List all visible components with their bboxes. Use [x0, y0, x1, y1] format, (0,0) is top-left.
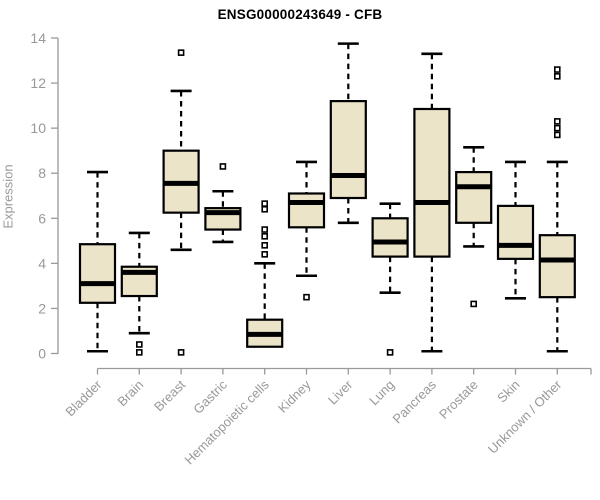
y-tick-label: 2: [38, 300, 46, 316]
outlier-point: [177, 349, 185, 356]
iqr-box: [287, 192, 326, 229]
outlier-point: [136, 341, 143, 348]
outlier-point: [386, 349, 394, 356]
outlier-point: [136, 349, 143, 356]
outlier-point: [553, 73, 561, 80]
iqr-box: [413, 107, 451, 258]
outlier-point: [219, 163, 227, 170]
box-4: [246, 200, 284, 348]
box-5: [287, 160, 326, 301]
iqr-box: [455, 170, 493, 224]
outlier-point: [261, 242, 269, 249]
outlier-point: [553, 118, 561, 125]
iqr-box: [538, 234, 576, 299]
outlier-point: [553, 124, 561, 132]
y-tick-label: 4: [38, 255, 46, 271]
x-category-label: Skin: [494, 377, 522, 405]
x-category-label: Lung: [366, 377, 397, 408]
outlier-point: [553, 66, 561, 73]
x-category-label: Brain: [114, 377, 146, 409]
outlier-point: [261, 200, 269, 207]
iqr-box: [496, 204, 535, 260]
y-tick-label: 12: [30, 75, 46, 91]
outlier-point: [470, 300, 478, 308]
outlier-point: [553, 131, 561, 139]
box-9: [455, 145, 493, 308]
y-tick-label: 8: [38, 165, 46, 181]
outlier-point: [261, 251, 269, 258]
x-category-label: Unknown / Other: [485, 377, 565, 457]
box-10: [496, 160, 535, 300]
iqr-box: [78, 243, 117, 304]
outlier-point: [261, 205, 269, 213]
x-category-label: Breast: [151, 377, 188, 414]
outlier-point: [177, 49, 185, 56]
y-tick-label: 10: [30, 120, 46, 136]
x-category-label: Liver: [325, 377, 356, 408]
outlier-point: [261, 226, 269, 233]
y-tick-label: 0: [38, 346, 46, 362]
box-3: [204, 163, 242, 244]
box-11: [538, 66, 576, 353]
y-tick-label: 14: [30, 30, 46, 46]
box-7: [371, 202, 409, 356]
box-6: [329, 42, 367, 225]
x-category-label: Prostate: [436, 377, 481, 422]
box-8: [413, 52, 451, 353]
iqr-box: [329, 99, 367, 200]
outlier-point: [303, 293, 310, 301]
box-0: [78, 170, 117, 353]
x-category-label: Gastric: [190, 377, 230, 417]
x-category-label: Kidney: [275, 377, 314, 416]
box-2: [162, 49, 200, 356]
iqr-box: [371, 217, 409, 258]
outlier-point: [261, 233, 269, 240]
x-category-label: Pancreas: [390, 377, 440, 427]
chart-title: ENSG00000243649 - CFB: [217, 7, 383, 22]
x-category-label: Bladder: [62, 377, 105, 420]
y-tick-label: 6: [38, 210, 46, 226]
box-1: [120, 231, 158, 356]
